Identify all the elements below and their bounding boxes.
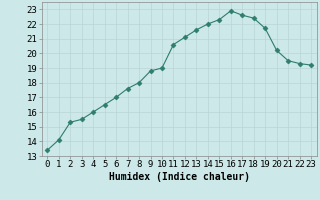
X-axis label: Humidex (Indice chaleur): Humidex (Indice chaleur) xyxy=(109,172,250,182)
